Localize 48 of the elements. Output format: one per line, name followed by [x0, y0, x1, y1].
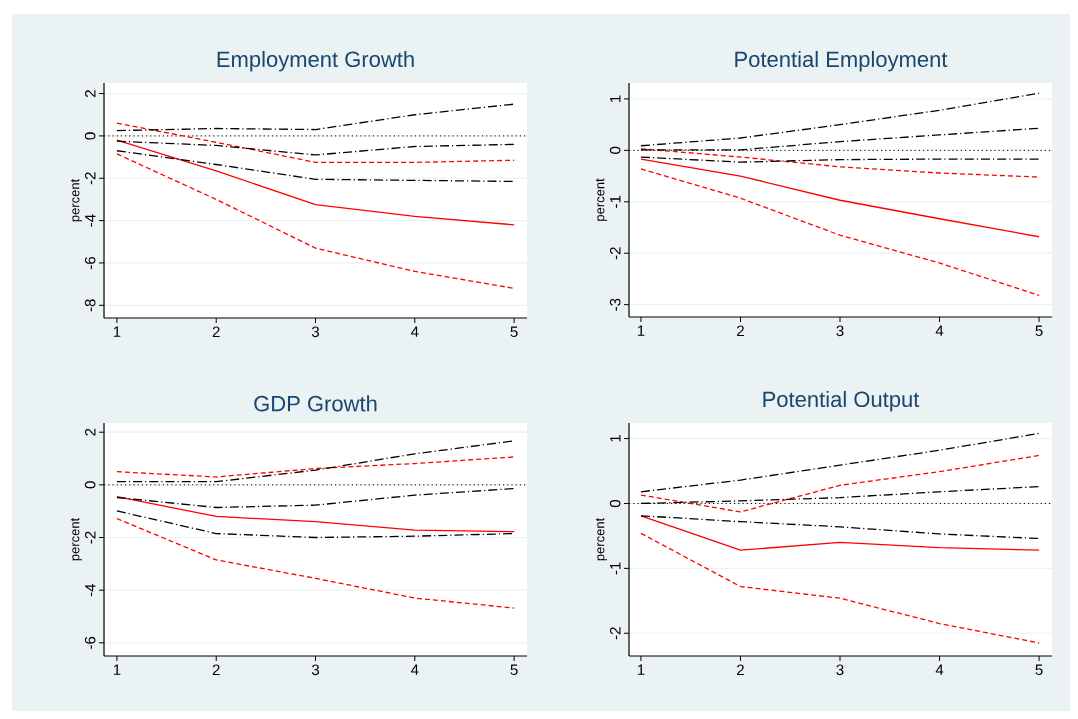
y-tick-label: 0	[84, 481, 96, 489]
x-tick-label: 3	[311, 326, 320, 338]
x-tick-label: 1	[113, 326, 121, 337]
y-tick-label: 0	[609, 146, 621, 154]
x-tick-label: 1	[113, 664, 121, 675]
chart-title: Potential Output	[763, 390, 920, 412]
x-tick-label: 2	[212, 326, 220, 337]
x-tick-label: 5	[1035, 664, 1043, 675]
x-tick-label: 2	[212, 664, 220, 675]
y-tick-label: -6	[84, 636, 96, 649]
y-tick-label: -4	[85, 214, 96, 227]
y-tick-label: -2	[85, 531, 96, 544]
y-tick-label: -8	[84, 299, 96, 312]
x-tick-label: 4	[410, 664, 419, 675]
y-tick-label: -6	[84, 256, 96, 269]
y-tick-label: -2	[610, 627, 621, 640]
y-tick-label: -1	[610, 562, 621, 575]
y-axis-title: percent	[595, 178, 607, 221]
y-tick-label: 2	[85, 90, 96, 97]
chart-title: Potential Employment	[735, 50, 948, 72]
x-tick-label: 4	[935, 325, 944, 336]
y-axis-title: percent	[595, 517, 607, 561]
chart-title: GDP Growth	[254, 395, 377, 412]
x-tick-label: 4	[410, 326, 419, 337]
x-tick-label: 2	[737, 664, 744, 675]
y-axis-title: percent	[70, 178, 82, 222]
chart-title: Employment Growth	[217, 50, 414, 72]
x-tick-label: 5	[510, 326, 518, 337]
x-tick-label: 5	[1035, 325, 1043, 336]
y-tick-label: -3	[609, 298, 621, 311]
x-tick-label: 3	[311, 664, 320, 676]
x-tick-label: 5	[510, 664, 518, 675]
x-tick-label: 1	[637, 325, 645, 336]
x-tick-label: 3	[836, 325, 844, 337]
y-tick-label: -2	[85, 172, 96, 185]
x-tick-label: 1	[637, 664, 645, 675]
y-tick-label: -1	[610, 195, 621, 208]
y-tick-label: 0	[84, 132, 96, 140]
x-tick-label: 3	[836, 664, 844, 676]
y-axis-title: percent	[70, 517, 82, 561]
y-tick-label: -4	[85, 583, 96, 597]
x-tick-label: 4	[935, 664, 944, 675]
y-tick-label: 1	[610, 435, 621, 442]
y-tick-label: 0	[609, 499, 621, 508]
x-tick-label: 2	[737, 325, 744, 336]
y-tick-label: 1	[610, 95, 621, 102]
y-tick-label: 2	[85, 428, 96, 436]
y-tick-label: -2	[610, 247, 621, 260]
